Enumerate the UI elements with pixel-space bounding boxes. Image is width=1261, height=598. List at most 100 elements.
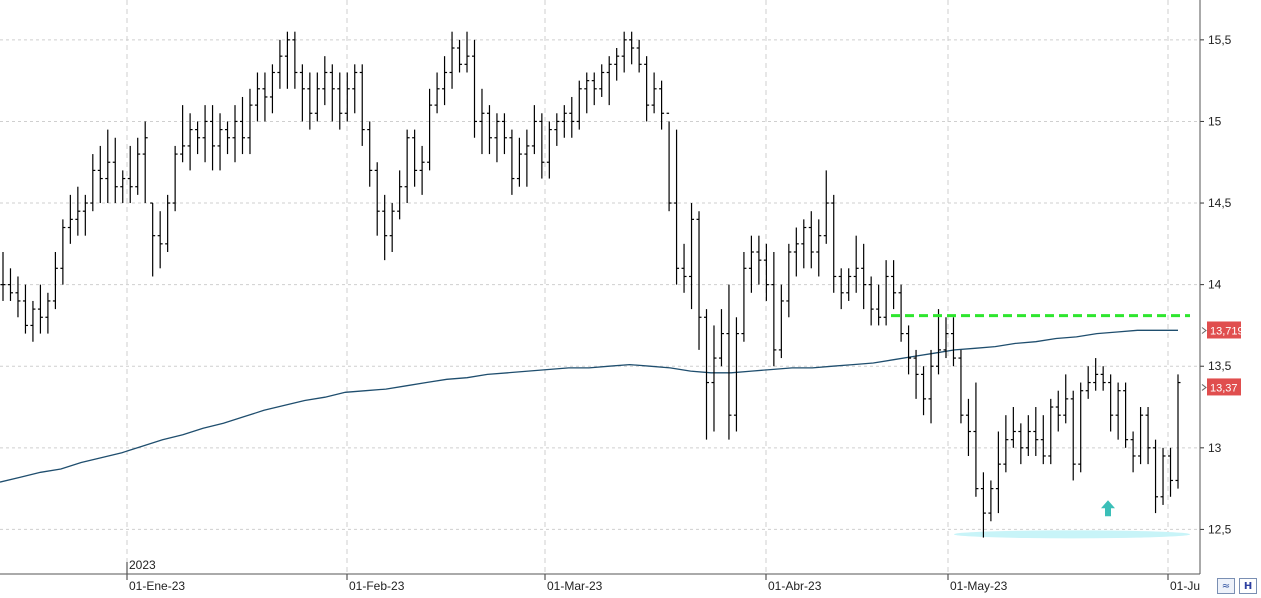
ohlc-bar (988, 480, 994, 522)
ohlc-bar (1093, 358, 1099, 391)
ohlc-bar (591, 72, 597, 106)
ohlc-bar (359, 64, 365, 146)
ohlc-bar (883, 260, 889, 326)
ohlc-bar (711, 325, 717, 432)
ohlc-bar (60, 219, 66, 285)
ohlc-bar (277, 39, 283, 89)
ohlc-bar (172, 145, 178, 212)
ohlc-bar (554, 113, 560, 146)
ohlc-bar (239, 96, 245, 155)
ohlc-bar (1160, 447, 1166, 505)
ohlc-bar (853, 235, 859, 293)
ohlc-bar (180, 105, 186, 163)
ohlc-bar (689, 203, 695, 310)
ohlc-bar (464, 31, 470, 73)
ohlc-bar (329, 64, 335, 122)
ohlc-bar (0, 251, 6, 301)
ohlc-bar (950, 317, 956, 367)
ohlc-bar (644, 56, 650, 122)
h-icon[interactable]: H (1239, 578, 1257, 594)
ohlc-bar (202, 105, 208, 163)
ohlc-bar (157, 211, 163, 269)
ohlc-bar (37, 284, 43, 334)
y-tick-label: 14,5 (1208, 196, 1232, 210)
ohlc-bar (284, 31, 290, 89)
x-tick-label: 01-Ene-23 (129, 579, 185, 593)
ohlc-bar (741, 251, 747, 342)
ohlc-bar (793, 227, 799, 277)
ohlc-bar (561, 105, 567, 138)
ohlc-bar (651, 72, 657, 114)
ohlc-bar (599, 64, 605, 97)
ohlc-bar (995, 431, 1001, 514)
ohlc-bar (1025, 415, 1031, 456)
ohlc-bar (763, 243, 769, 301)
price-tag-box (1207, 321, 1241, 339)
ohlc-bar (808, 211, 814, 269)
ohlc-bar (913, 349, 919, 399)
ohlc-bar (90, 154, 96, 212)
x-tick-label: 01-Mar-23 (547, 579, 603, 593)
y-tick-label: 15,5 (1208, 33, 1232, 47)
ohlc-bar (674, 129, 680, 285)
ohlc-bar (1085, 366, 1091, 399)
ohlc-bar (756, 235, 762, 285)
ohlc-bar (15, 276, 21, 318)
ohlc-bar (943, 317, 949, 359)
ohlc-bar (868, 276, 874, 326)
ohlc-bar (434, 72, 440, 114)
ohlc-bar (337, 72, 343, 130)
ohlc-bar (1048, 398, 1054, 465)
ohlc-bar (1145, 407, 1151, 465)
ohlc-bar (846, 268, 852, 301)
ohlc-bar (584, 72, 590, 114)
grid (0, 0, 1200, 574)
x-tick-label: 01-Abr-23 (768, 579, 822, 593)
ohlc-bar (307, 72, 313, 130)
ohlc-bar (217, 113, 223, 171)
ohlc-bar (629, 31, 635, 65)
ohlc-bar (1003, 415, 1009, 473)
y-tick-label: 15 (1208, 114, 1222, 128)
ohlc-bar (509, 129, 515, 195)
year-label: 2023 (129, 558, 156, 572)
ohlc-bars (0, 31, 1181, 538)
ohlc-bar (112, 137, 118, 204)
ohlc-bar (1153, 439, 1159, 514)
ohlc-bar (427, 88, 433, 171)
ohlc-bar (696, 211, 702, 350)
ohlc-bar (576, 80, 582, 130)
ohlc-bar (704, 309, 710, 440)
ohlc-bar (778, 284, 784, 359)
ohlc-bar (142, 121, 148, 204)
ohlc-bar (1010, 407, 1016, 448)
ohlc-bar (965, 398, 971, 456)
x-tick-label: 01-May-23 (950, 579, 1008, 593)
y-tick-label: 13 (1208, 441, 1222, 455)
ohlc-bar (1115, 382, 1121, 440)
ohlc-bar (1078, 382, 1084, 473)
ohlc-bar (150, 202, 156, 277)
price-tag-label: 13,37 (1210, 382, 1238, 394)
trend-icon[interactable]: ≈ (1217, 578, 1235, 594)
ohlc-bar (1168, 447, 1174, 497)
ohlc-bar (718, 309, 724, 367)
ohlc-bar (210, 105, 216, 171)
ohlc-bar (247, 88, 253, 155)
ohlc-bar (367, 121, 373, 187)
ohlc-bar (1055, 390, 1061, 432)
moving-average-line (0, 329, 1178, 483)
ohlc-bar (621, 31, 627, 73)
ohlc-bar (1018, 423, 1024, 465)
ohlc-bar (980, 472, 986, 538)
ohlc-bar (479, 88, 485, 155)
ohlc-bar (636, 39, 642, 73)
ohlc-bar (344, 72, 350, 122)
ohlc-bar (1040, 415, 1046, 465)
ohlc-bar (1070, 390, 1076, 481)
ohlc-bar (457, 39, 463, 73)
ohlc-bar (1138, 407, 1144, 465)
y-tick-label: 13,5 (1208, 359, 1232, 373)
ohlc-bar (269, 64, 275, 114)
